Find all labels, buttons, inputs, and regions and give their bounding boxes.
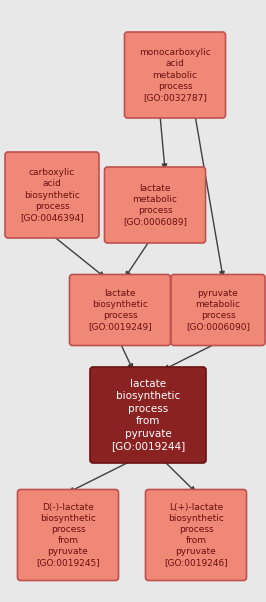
FancyBboxPatch shape xyxy=(171,275,265,346)
Text: lactate
biosynthetic
process
[GO:0019249]: lactate biosynthetic process [GO:0019249… xyxy=(88,289,152,331)
FancyBboxPatch shape xyxy=(124,32,226,118)
Text: lactate
metabolic
process
[GO:0006089]: lactate metabolic process [GO:0006089] xyxy=(123,184,187,226)
Text: monocarboxylic
acid
metabolic
process
[GO:0032787]: monocarboxylic acid metabolic process [G… xyxy=(139,48,211,102)
Text: lactate
biosynthetic
process
from
pyruvate
[GO:0019244]: lactate biosynthetic process from pyruva… xyxy=(111,379,185,451)
FancyBboxPatch shape xyxy=(146,489,247,580)
FancyBboxPatch shape xyxy=(18,489,118,580)
Text: pyruvate
metabolic
process
[GO:0006090]: pyruvate metabolic process [GO:0006090] xyxy=(186,289,250,331)
FancyBboxPatch shape xyxy=(90,367,206,463)
Text: D(-)-lactate
biosynthetic
process
from
pyruvate
[GO:0019245]: D(-)-lactate biosynthetic process from p… xyxy=(36,503,100,567)
FancyBboxPatch shape xyxy=(105,167,206,243)
Text: L(+)-lactate
biosynthetic
process
from
pyruvate
[GO:0019246]: L(+)-lactate biosynthetic process from p… xyxy=(164,503,228,567)
FancyBboxPatch shape xyxy=(5,152,99,238)
Text: carboxylic
acid
biosynthetic
process
[GO:0046394]: carboxylic acid biosynthetic process [GO… xyxy=(20,169,84,222)
FancyBboxPatch shape xyxy=(69,275,171,346)
